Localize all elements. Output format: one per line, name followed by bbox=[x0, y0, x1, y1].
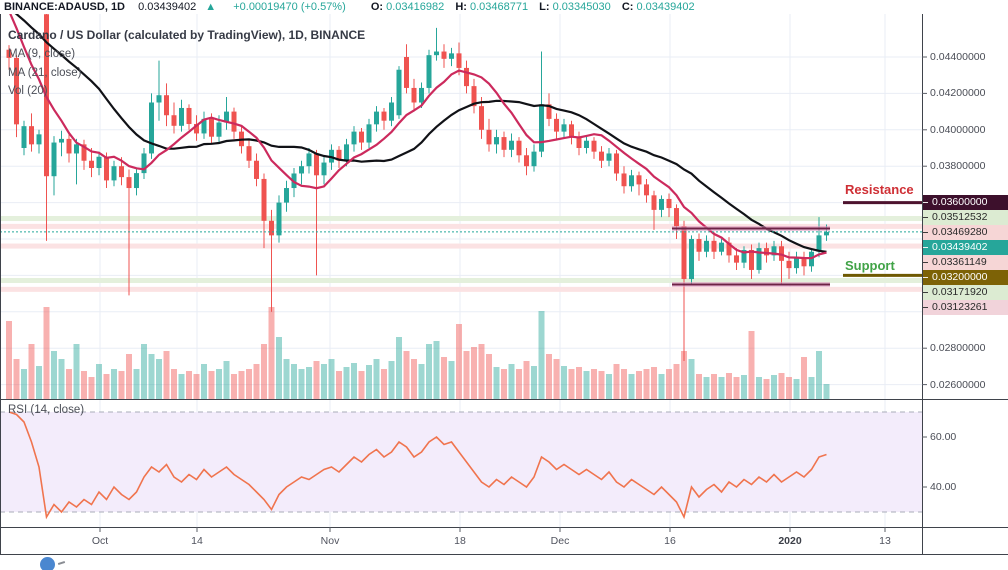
price-level-bands bbox=[0, 216, 922, 292]
legend-ma9[interactable]: MA (9, close) bbox=[8, 48, 76, 60]
time-axis-label: 2020 bbox=[778, 535, 802, 547]
price-axis-label: 0.04000000 bbox=[930, 123, 986, 136]
price-badge: 0.03361149 bbox=[923, 255, 1008, 270]
legend-ma21[interactable]: MA (21, close) bbox=[8, 66, 82, 79]
price-badge: 0.03469280 bbox=[923, 225, 1008, 240]
time-axis-label: 16 bbox=[664, 535, 676, 547]
ma21-line bbox=[14, 14, 827, 253]
close-label: C: bbox=[621, 1, 634, 13]
price-badge: 0.03439402 bbox=[923, 240, 1008, 255]
low-label: L: bbox=[539, 1, 550, 13]
price-change: +0.00019470 (+0.57%) bbox=[233, 1, 346, 13]
axis-tick bbox=[923, 217, 928, 218]
rsi-axis-label: 40.00 bbox=[930, 481, 957, 493]
axis-tick bbox=[923, 247, 928, 248]
price-axis-label: 0.04200000 bbox=[930, 87, 986, 100]
price-axis-label: 0.02800000 bbox=[930, 342, 986, 355]
close-value: 0.03439402 bbox=[636, 1, 695, 13]
axis-tick bbox=[923, 277, 928, 278]
axis-tick bbox=[923, 232, 928, 233]
rsi-axis-label: 60.00 bbox=[930, 431, 957, 443]
axis-tick bbox=[923, 262, 928, 263]
high-value: 0.03468771 bbox=[469, 1, 529, 13]
high-label: H: bbox=[455, 1, 467, 13]
open-value: 0.03416982 bbox=[386, 1, 445, 13]
symbol-name[interactable]: BINANCE:ADAUSD, 1D bbox=[4, 1, 126, 13]
volume-bars bbox=[6, 307, 830, 399]
chart-title[interactable]: Cardano / US Dollar (calculated by Tradi… bbox=[8, 28, 366, 42]
time-axis-label: Oct bbox=[91, 535, 109, 547]
open-label: O: bbox=[370, 1, 384, 13]
time-axis-label: 14 bbox=[191, 535, 203, 547]
time-axis-label: 18 bbox=[454, 535, 466, 547]
price-axis-label: 0.03800000 bbox=[930, 160, 986, 173]
drawing-tools[interactable] bbox=[0, 201, 922, 287]
price-badge: 0.03600000 bbox=[923, 195, 1008, 210]
resistance-label[interactable]: Resistance bbox=[845, 182, 914, 197]
price-badge: 0.03123261 bbox=[923, 300, 1008, 315]
legend-volume[interactable]: Vol (20) bbox=[8, 85, 48, 97]
chart-legend: Cardano / US Dollar (calculated by Tradi… bbox=[8, 26, 365, 101]
axis-tick bbox=[923, 292, 928, 293]
time-axis-label: Nov bbox=[320, 535, 340, 547]
price-axis-label: 0.02600000 bbox=[930, 378, 986, 391]
rsi-band bbox=[0, 411, 922, 513]
last-price: 0.03439402 bbox=[138, 1, 197, 13]
price-axis-label: 0.04400000 bbox=[930, 51, 986, 63]
price-badge: 0.03512532 bbox=[923, 210, 1008, 225]
support-label[interactable]: Support bbox=[845, 258, 895, 273]
symbol-info-bar[interactable]: BINANCE:ADAUSD, 1D 0.03439402 ▲ +0.00019… bbox=[0, 0, 1008, 14]
axis-tick bbox=[923, 202, 928, 203]
publisher-avatar[interactable] bbox=[40, 557, 55, 570]
time-axis-label: 13 bbox=[879, 535, 891, 547]
price-badge: 0.03171920 bbox=[923, 285, 1008, 300]
axis-tick bbox=[923, 307, 928, 308]
up-arrow-icon: ▲ bbox=[205, 1, 217, 13]
pane-borders bbox=[0, 14, 1008, 555]
time-axis-label: Dec bbox=[550, 535, 570, 547]
rsi-line bbox=[8, 411, 827, 520]
low-value: 0.03345030 bbox=[552, 1, 611, 13]
price-badge: 0.03200000 bbox=[923, 270, 1008, 285]
axis-ticks bbox=[99, 56, 927, 532]
moving-averages bbox=[9, 14, 827, 260]
ma9-line bbox=[9, 14, 827, 260]
rsi-legend[interactable]: RSI (14, close) bbox=[8, 404, 85, 416]
